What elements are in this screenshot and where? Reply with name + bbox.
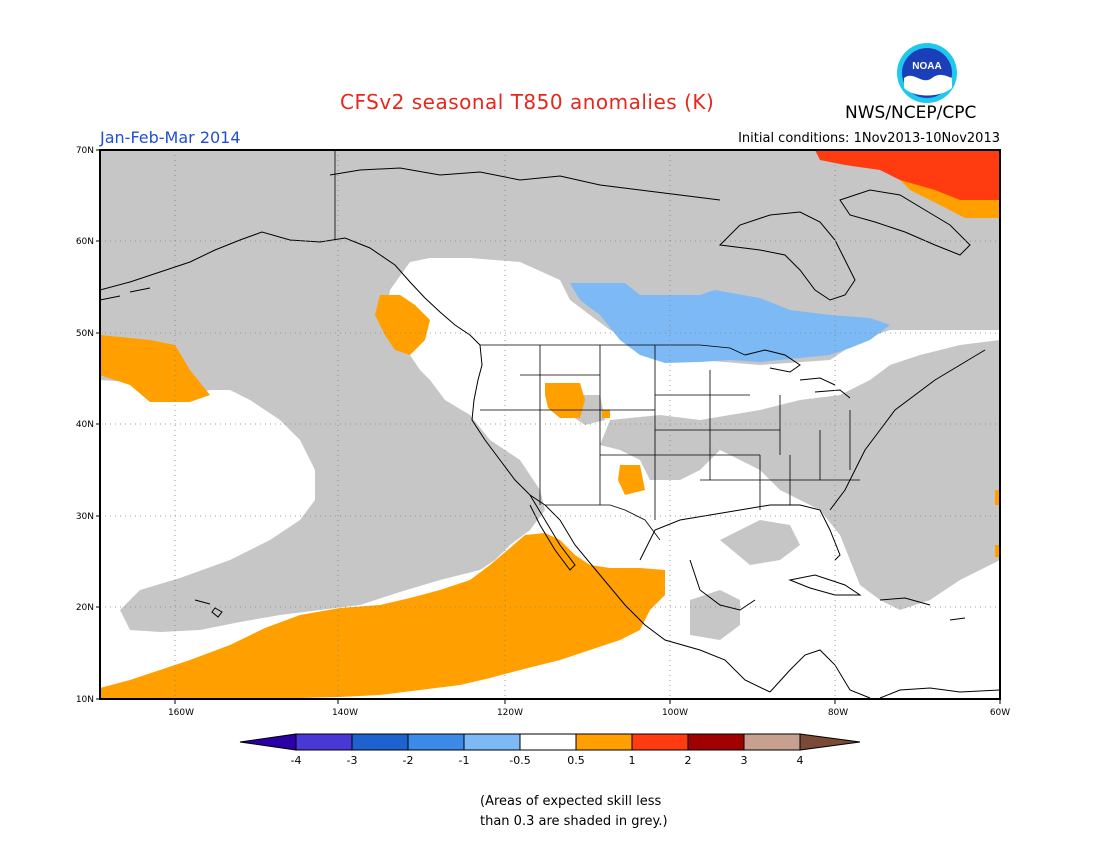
cuba [788, 574, 862, 596]
grey-eastern-us [700, 340, 1000, 610]
warm-colorado-dot [602, 410, 610, 418]
latitude-labels: 70N 60N 50N 40N 30N 20N 10N [76, 146, 94, 705]
lat-label-30n: 30N [76, 512, 94, 522]
hawaii [194, 599, 223, 618]
noaa-logo-text: NOAA [912, 61, 941, 72]
noaa-logo: NOAA [897, 43, 957, 103]
colorbar-swatch-7 [631, 733, 689, 751]
great-lakes [744, 349, 851, 399]
colorbar-swatch-0 [239, 733, 297, 751]
colorbar-swatch-2 [351, 733, 409, 751]
warm-tropical-pacific [100, 533, 665, 698]
colorbar [239, 733, 861, 751]
warm-northeast-pacific [100, 335, 210, 402]
gulf-coast [639, 504, 841, 561]
warm-wyoming [545, 383, 585, 418]
coastlines [99, 167, 1001, 699]
warm-atlantic-edge-1 [995, 490, 1000, 505]
state-lines [480, 345, 860, 520]
colorbar-swatch-1 [295, 733, 353, 751]
west-coast [471, 344, 771, 693]
strong-warm-anomaly-areas [815, 150, 1000, 200]
colorbar-label-05: 0.5 [567, 754, 585, 767]
colorbar-swatch-9 [743, 733, 801, 751]
skill-note-line-2: than 0.3 are shaded in grey.) [480, 814, 668, 829]
cool-canada-great-lakes [570, 283, 890, 363]
colorbar-label-1: 1 [629, 754, 636, 767]
arctic-coast [329, 167, 721, 201]
longitude-axis [174, 699, 1001, 704]
colorbar-label-neg2: -2 [403, 754, 414, 767]
graticule [100, 150, 1000, 699]
warm-bc-coast [375, 295, 430, 355]
colorbar-label-neg3: -3 [347, 754, 358, 767]
lon-label-120w: 120W [497, 708, 523, 718]
political-borders [334, 150, 860, 541]
colorbar-swatch-5 [519, 733, 577, 751]
us-mexico-border [545, 504, 661, 541]
warm-new-mexico [618, 465, 645, 495]
grey-central-us [600, 415, 720, 480]
colorbar-swatch-6 [575, 733, 633, 751]
skill-note: (Areas of expected skill less than 0.3 a… [480, 792, 668, 832]
warm-anomaly-areas [100, 175, 1000, 698]
grey-caribbean [690, 590, 740, 640]
lat-label-50n: 50N [76, 329, 94, 339]
caribbean-islands [879, 597, 966, 621]
aleutians [99, 287, 151, 301]
warm-greenland-baffin [815, 150, 1000, 200]
colorbar-label-neg05: -0.5 [509, 754, 530, 767]
colorbar-label-4: 4 [797, 754, 804, 767]
season-label: Jan-Feb-Mar 2014 [100, 128, 241, 147]
lat-label-40n: 40N [76, 420, 94, 430]
baja [529, 494, 576, 571]
colorbar-label-neg1: -1 [459, 754, 470, 767]
south-america-coast [879, 687, 1001, 699]
lat-label-10n: 10N [76, 695, 94, 705]
grey-gulf [720, 520, 800, 565]
colorbar-swatch-3 [407, 733, 465, 751]
lat-label-20n: 20N [76, 603, 94, 613]
map-title: CFSv2 seasonal T850 anomalies (K) [340, 90, 715, 114]
colorbar-labels: -4 -3 -2 -1 -0.5 0.5 1 2 3 4 [291, 754, 804, 767]
colorbar-label-3: 3 [741, 754, 748, 767]
hudson-bay [718, 211, 856, 301]
lon-label-140w: 140W [332, 708, 358, 718]
alaska-coast [99, 231, 481, 346]
grey-north-pacific [100, 150, 1000, 632]
colorbar-label-2: 2 [685, 754, 692, 767]
colorbar-label-neg4: -4 [291, 754, 302, 767]
lat-label-60n: 60N [76, 237, 94, 247]
lat-label-70n: 70N [76, 146, 94, 156]
colorbar-swatch-10 [799, 733, 861, 751]
central-america [769, 649, 871, 699]
lon-label-160w: 160W [168, 708, 194, 718]
baffin-island [839, 189, 971, 256]
warm-atlantic-edge-2 [995, 545, 1000, 557]
agency-label: NWS/NCEP/CPC [845, 103, 977, 123]
skill-note-line-1: (Areas of expected skill less [480, 794, 662, 809]
lon-label-80w: 80W [828, 708, 848, 718]
lon-label-60w: 60W [990, 708, 1010, 718]
latitude-axis [96, 149, 100, 700]
lon-label-100w: 100W [662, 708, 688, 718]
longitude-labels: 160W 140W 120W 100W 80W 60W [168, 708, 1010, 718]
cool-anomaly-areas [570, 283, 890, 363]
colorbar-swatch-4 [463, 733, 521, 751]
initial-conditions-label: Initial conditions: 1Nov2013-10Nov2013 [738, 131, 1000, 146]
colorbar-swatch-8 [687, 733, 745, 751]
